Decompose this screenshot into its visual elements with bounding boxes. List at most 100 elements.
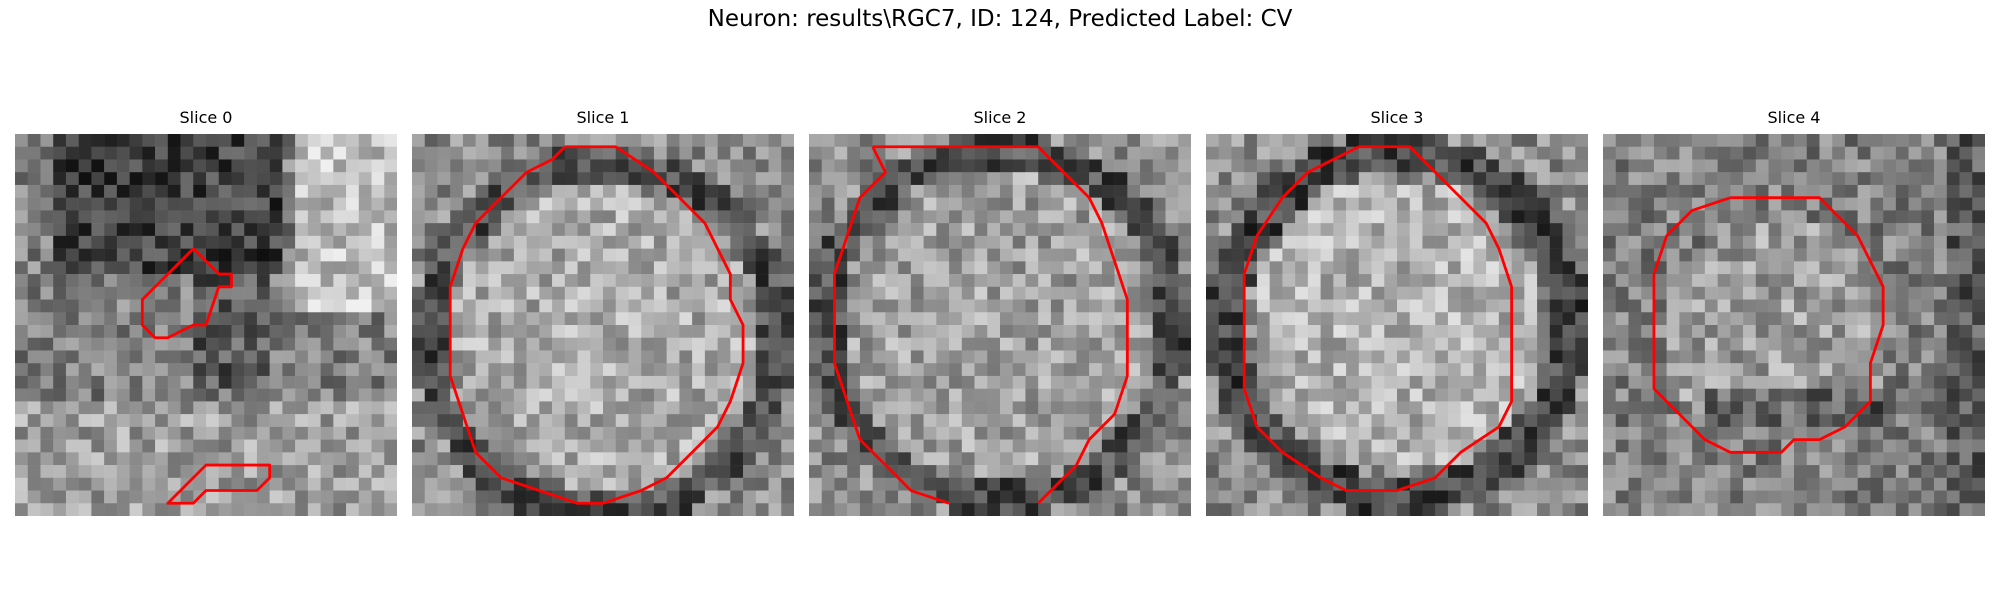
pixel-cell	[129, 414, 143, 428]
pixel-cell	[1473, 286, 1487, 300]
pixel-cell	[1101, 350, 1115, 364]
pixel-cell	[1498, 210, 1512, 224]
pixel-cell	[1206, 363, 1219, 377]
pixel-cell	[371, 401, 385, 415]
pixel-cell	[1114, 146, 1128, 160]
pixel-cell	[1435, 414, 1449, 428]
pixel-cell	[1218, 172, 1232, 186]
pixel-cell	[1857, 375, 1871, 389]
pixel-cell	[1447, 286, 1461, 300]
pixel-cell	[104, 134, 118, 147]
pixel-cell	[885, 248, 899, 262]
pixel-cell	[1178, 172, 1191, 186]
pixel-cell	[129, 375, 143, 389]
pixel-cell	[1603, 134, 1616, 147]
pixel-cell	[1717, 325, 1731, 338]
pixel-cell	[1603, 312, 1616, 326]
pixel-cell	[424, 248, 438, 262]
pixel-cell	[1435, 134, 1449, 147]
pixel-cell	[1692, 477, 1706, 491]
pixel-cell	[539, 172, 553, 186]
pixel-cell	[1076, 325, 1090, 338]
pixel-cell	[821, 197, 835, 211]
pixel-cell	[488, 337, 502, 351]
pixel-cell	[142, 312, 156, 326]
pixel-cell	[1562, 477, 1576, 491]
pixel-cell	[1653, 197, 1667, 211]
pixel-cell	[552, 426, 566, 440]
pixel-cell	[974, 388, 988, 402]
pixel-cell	[1498, 452, 1512, 466]
pixel-cell	[1397, 414, 1410, 428]
pixel-cell	[666, 401, 680, 415]
pixel-cell	[1679, 184, 1693, 198]
pixel-cell	[1206, 146, 1219, 160]
pixel-cell	[821, 426, 835, 440]
pixel-cell	[1641, 477, 1655, 491]
pixel-cell	[564, 184, 578, 198]
pixel-cell	[1038, 312, 1052, 326]
pixel-cell	[142, 363, 156, 377]
pixel-cell	[1921, 503, 1935, 516]
pixel-cell	[1717, 465, 1731, 479]
pixel-cell	[1972, 477, 1985, 491]
pixel-cell	[346, 439, 360, 453]
pixel-cell	[269, 299, 283, 313]
pixel-cell	[501, 325, 515, 338]
pixel-cell	[781, 197, 794, 211]
pixel-cell	[384, 350, 397, 364]
pixel-cell	[1333, 184, 1347, 198]
pixel-cell	[628, 439, 642, 453]
pixel-cell	[615, 210, 629, 224]
pixel-cell	[155, 490, 169, 504]
pixel-cell	[679, 439, 693, 453]
pixel-cell	[834, 286, 848, 300]
pixel-cell	[1473, 312, 1487, 326]
pixel-cell	[1832, 172, 1846, 186]
pixel-cell	[1409, 172, 1423, 186]
pixel-cell	[1101, 159, 1115, 173]
pixel-cell	[91, 465, 105, 479]
pixel-cell	[116, 426, 130, 440]
pixel-cell	[142, 439, 156, 453]
pixel-cell	[1908, 274, 1922, 288]
pixel-cell	[180, 426, 194, 440]
pixel-cell	[1857, 312, 1871, 326]
pixel-cell	[65, 235, 79, 249]
pixel-cell	[1152, 414, 1166, 428]
pixel-cell	[15, 503, 28, 516]
pixel-cell	[1371, 159, 1385, 173]
pixel-cell	[898, 350, 912, 364]
pixel-cell	[539, 312, 553, 326]
pixel-cell	[78, 223, 92, 237]
pixel-cell	[1447, 401, 1461, 415]
pixel-cell	[1511, 452, 1525, 466]
pixel-cell	[1908, 401, 1922, 415]
pixel-cell	[1320, 299, 1334, 313]
pixel-cell	[371, 490, 385, 504]
pixel-cell	[809, 286, 822, 300]
pixel-cell	[564, 503, 578, 516]
pixel-cell	[1692, 299, 1706, 313]
pixel-cell	[1641, 184, 1655, 198]
pixel-cell	[155, 235, 169, 249]
pixel-cell	[1206, 350, 1219, 364]
pixel-cell	[1704, 210, 1718, 224]
pixel-cell	[1895, 159, 1909, 173]
pixel-cell	[923, 274, 937, 288]
pixel-cell	[743, 286, 757, 300]
pixel-cell	[526, 172, 540, 186]
pixel-cell	[1511, 465, 1525, 479]
pixel-cell	[1549, 274, 1563, 288]
pixel-cell	[1473, 363, 1487, 377]
pixel-cell	[1755, 439, 1769, 453]
pixel-cell	[1127, 325, 1141, 338]
pixel-cell	[1857, 350, 1871, 364]
pixel-cell	[513, 159, 527, 173]
pixel-cell	[116, 223, 130, 237]
pixel-cell	[1307, 210, 1321, 224]
pixel-cell	[1256, 299, 1270, 313]
pixel-cell	[1050, 490, 1064, 504]
pixel-cell	[1244, 439, 1258, 453]
pixel-cell	[1946, 248, 1960, 262]
